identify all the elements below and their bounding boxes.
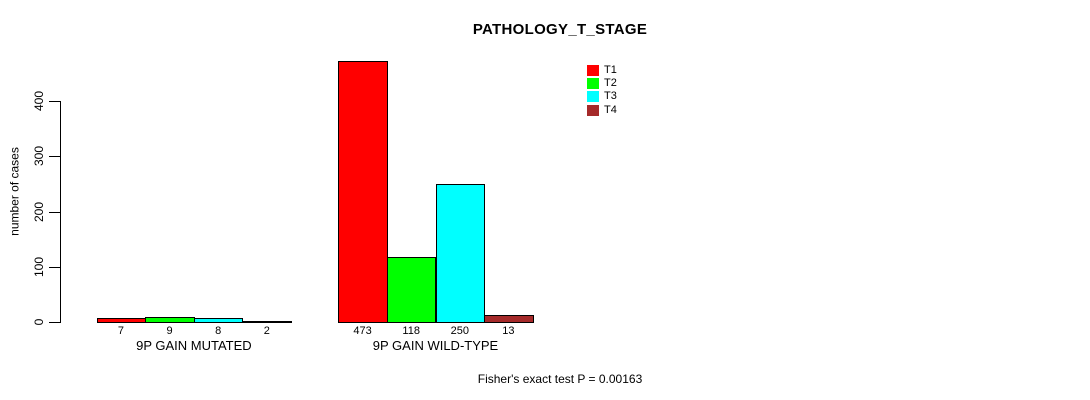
bar-t1-group1 bbox=[96, 318, 147, 323]
y-axis-tick bbox=[49, 266, 60, 268]
legend-label: T4 bbox=[604, 103, 617, 116]
legend-item-t4: T4 bbox=[587, 104, 617, 117]
legend-swatch-t4 bbox=[587, 104, 599, 116]
y-axis-tick bbox=[49, 322, 60, 323]
bar-t4-group1 bbox=[242, 320, 293, 323]
x-category-label: 9P GAIN MUTATED bbox=[136, 338, 252, 353]
legend-swatch-t2 bbox=[587, 78, 599, 90]
y-axis-tick bbox=[49, 101, 60, 102]
y-axis-line bbox=[60, 101, 61, 323]
legend-item-t3: T3 bbox=[587, 90, 617, 103]
legend-item-t2: T2 bbox=[587, 77, 617, 90]
x-category-label: 9P GAIN WILD-TYPE bbox=[372, 338, 499, 353]
bar-t1-group2 bbox=[338, 60, 388, 323]
bar-t3-group2 bbox=[435, 183, 486, 323]
bar-value-label: 8 bbox=[215, 325, 222, 337]
legend-swatch-t1 bbox=[587, 65, 599, 77]
bar-value-label: 7 bbox=[117, 325, 125, 337]
bar-value-label: 2 bbox=[263, 325, 270, 337]
bar-value-label: 9 bbox=[166, 325, 173, 337]
bar-value-label: 473 bbox=[353, 325, 372, 337]
bar-value-label: 250 bbox=[450, 325, 469, 337]
bar-t3-group1 bbox=[193, 317, 244, 323]
bar-t2-group1 bbox=[145, 317, 195, 323]
bar-t4-group2 bbox=[484, 314, 534, 323]
y-axis-label: number of cases bbox=[7, 147, 22, 236]
statistical-test-note: Fisher's exact test P = 0.00163 bbox=[477, 372, 643, 386]
legend-label: T3 bbox=[604, 90, 617, 103]
y-axis-tick-label: 0 bbox=[32, 318, 46, 326]
y-axis-tick-label: 200 bbox=[32, 201, 46, 222]
legend: T1 T2 T3 T4 bbox=[587, 64, 617, 117]
y-axis-tick-label: 100 bbox=[32, 256, 46, 277]
legend-item-t1: T1 bbox=[587, 64, 617, 77]
legend-label: T2 bbox=[604, 77, 617, 90]
y-axis-tick-label: 300 bbox=[32, 146, 46, 167]
bar-value-label: 118 bbox=[402, 325, 420, 337]
legend-swatch-t3 bbox=[587, 91, 599, 103]
y-axis-tick-label: 400 bbox=[32, 90, 46, 112]
bar-value-label: 13 bbox=[502, 325, 515, 337]
y-axis-tick bbox=[49, 211, 60, 213]
bar-t2-group2 bbox=[386, 256, 437, 323]
legend-label: T1 bbox=[604, 64, 617, 77]
y-axis-tick bbox=[49, 156, 60, 158]
chart-title: PATHOLOGY_T_STAGE bbox=[472, 21, 648, 38]
